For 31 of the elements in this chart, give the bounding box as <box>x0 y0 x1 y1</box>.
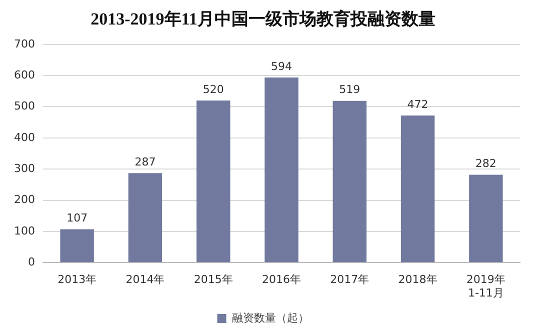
x-tick-label: 2019年 1-11月 <box>466 273 506 300</box>
bar <box>332 100 367 262</box>
bar <box>400 115 435 262</box>
y-tick-label: 400 <box>14 130 35 144</box>
legend-label: 融资数量（起） <box>232 311 309 324</box>
x-tick-label: 2018年 <box>398 273 438 286</box>
data-label: 287 <box>134 155 156 168</box>
data-label: 282 <box>475 157 496 170</box>
bar <box>196 100 230 262</box>
y-tick-label: 700 <box>14 37 35 50</box>
y-tick-label: 200 <box>14 193 35 206</box>
y-tick-label: 300 <box>14 162 35 175</box>
x-tick-label: 2013年 <box>58 273 97 286</box>
data-label: 472 <box>407 98 428 111</box>
y-tick-label: 600 <box>14 68 35 82</box>
y-tick-label: 0 <box>28 255 35 268</box>
bar <box>264 77 298 262</box>
data-label: 594 <box>271 60 292 73</box>
bar <box>469 174 503 262</box>
x-tick-label: 2015年 <box>194 273 233 286</box>
x-tick-label: 2014年 <box>126 273 165 286</box>
data-label: 519 <box>339 83 360 96</box>
data-label: 520 <box>202 82 224 96</box>
y-tick-label: 100 <box>14 224 35 238</box>
chart-title: 2013-2019年11月中国一级市场教育投融资数量 <box>90 8 436 29</box>
x-tick-label: 2016年 <box>262 273 301 286</box>
bar <box>128 173 162 262</box>
bar <box>60 229 94 262</box>
x-tick-label: 2017年 <box>330 273 370 286</box>
y-tick-label: 500 <box>14 100 35 113</box>
data-label: 107 <box>66 212 88 225</box>
